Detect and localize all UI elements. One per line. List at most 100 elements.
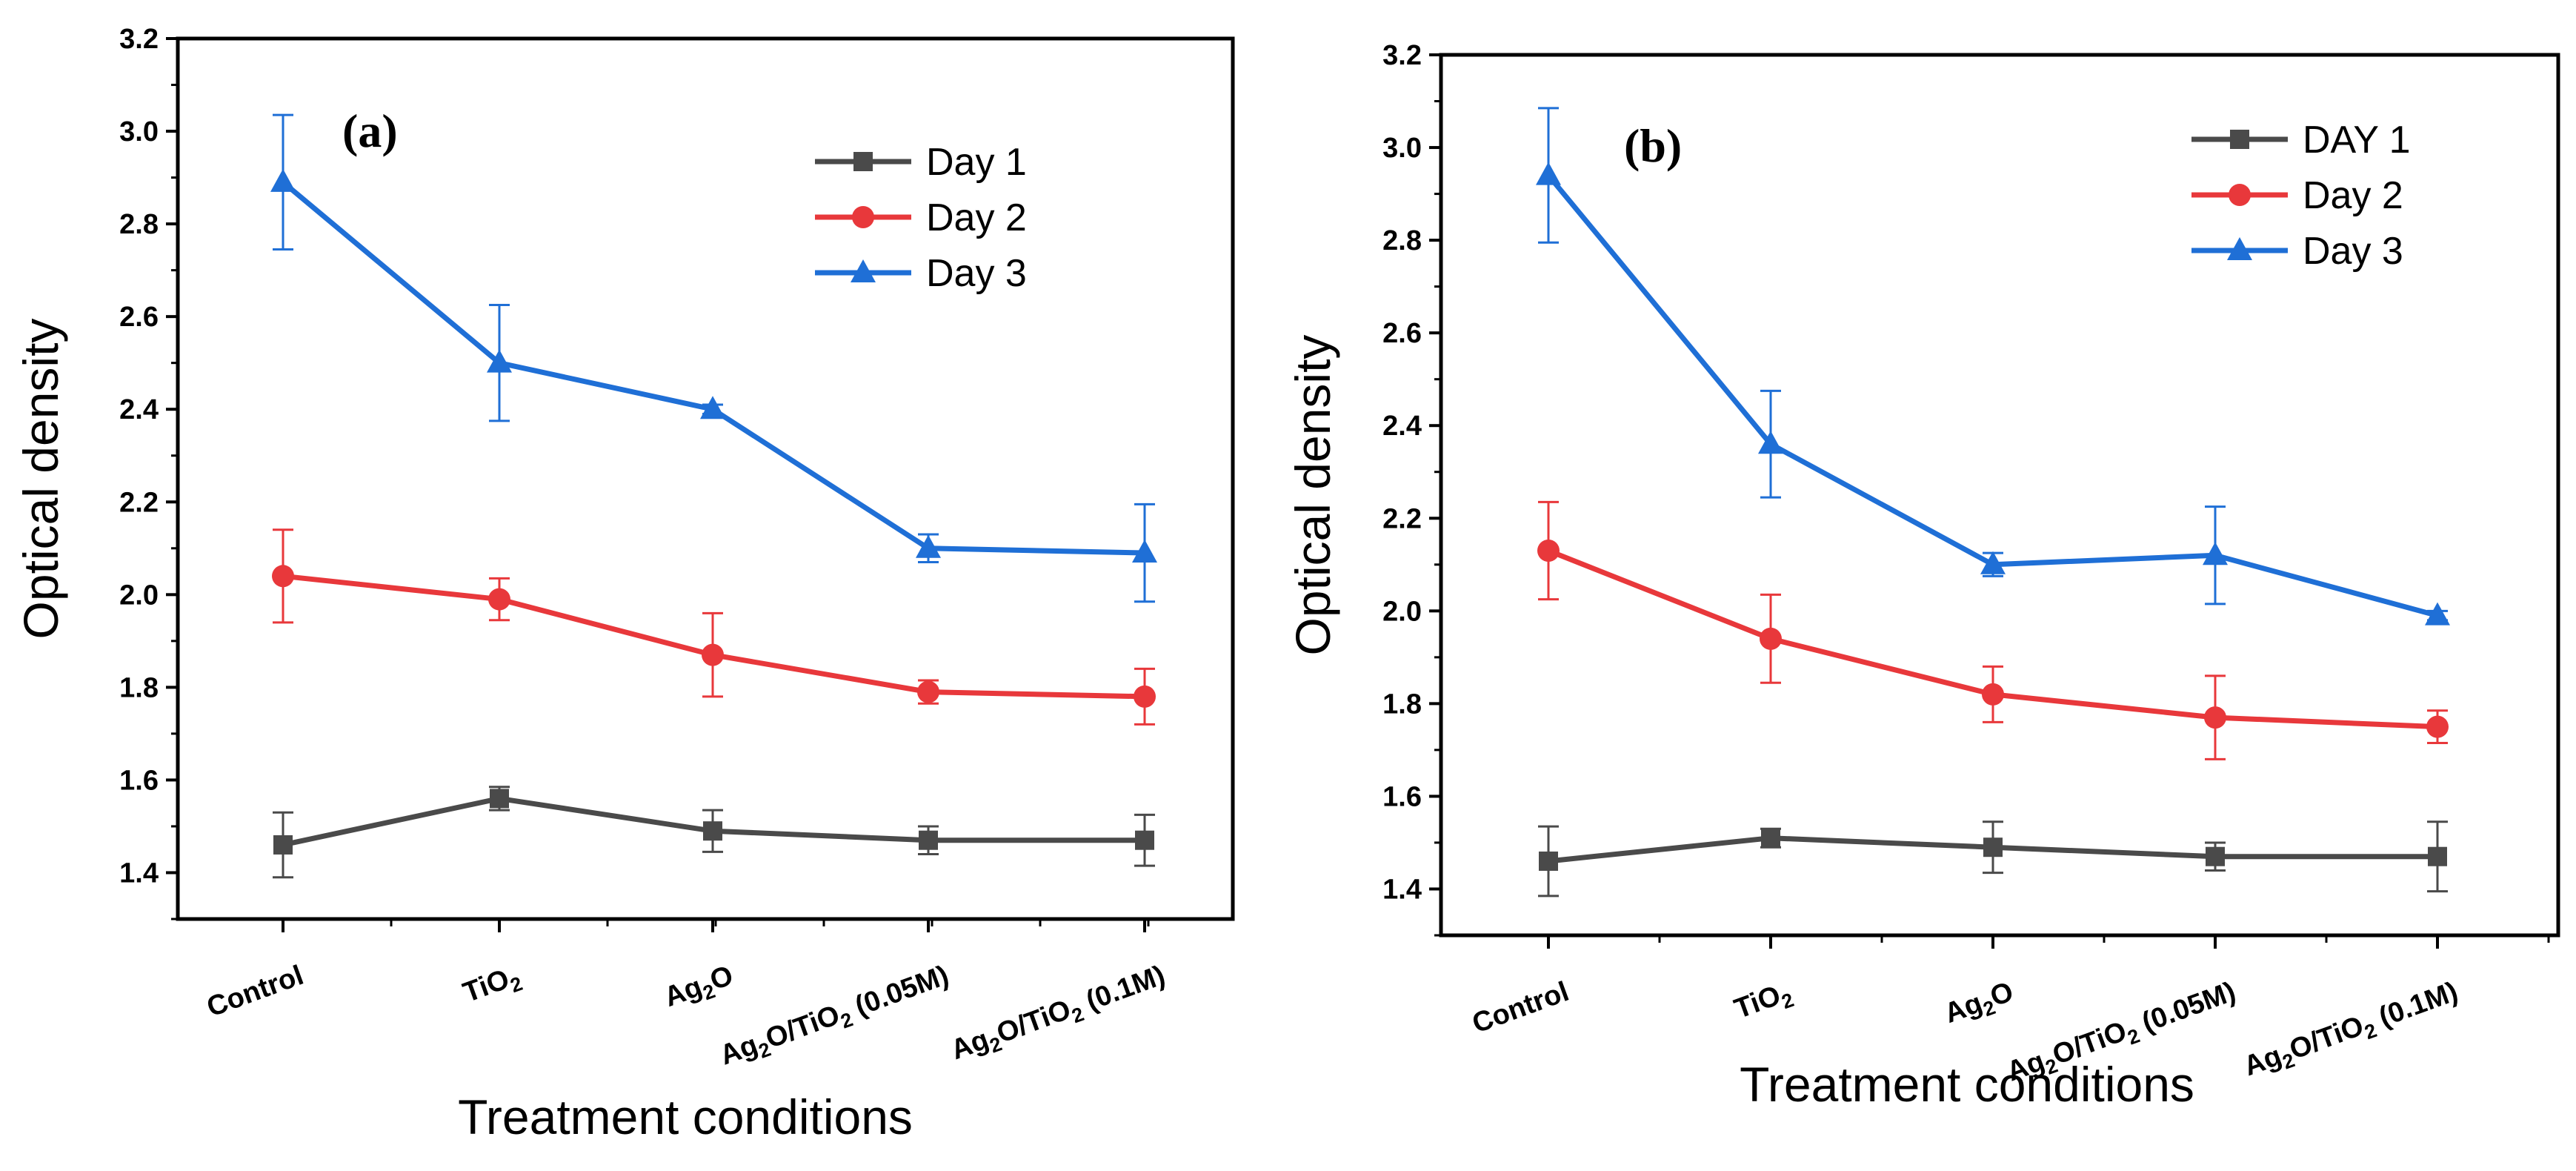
data-point xyxy=(1758,431,1783,454)
series-day-1 xyxy=(273,786,1155,879)
y-tick-label: 3.2 xyxy=(119,24,159,55)
x-tick-label: TiO2 xyxy=(1731,976,1797,1029)
chart-panel-b: 1.4 1.6 1.8 2.0 2.2 2.4 2.6 2.8 3.0 3.2 Control TiO… xyxy=(1285,40,2560,1112)
panel-label: (a) xyxy=(342,105,398,157)
x-tick-label: Ag2O/TiO2 (0.05M) xyxy=(716,960,954,1075)
panel-label: (b) xyxy=(1624,119,1682,172)
x-tick-label-part: O/TiO xyxy=(762,1000,844,1055)
x-axis-title: Treatment conditions xyxy=(458,1089,913,1144)
data-point xyxy=(1980,551,2006,574)
plot-frame xyxy=(1439,53,2560,938)
legend-label: DAY 1 xyxy=(2303,119,2411,162)
y-tick-label: 2.8 xyxy=(119,209,159,240)
legend-entry: Day 3 xyxy=(2191,230,2403,273)
legend-marker xyxy=(2227,237,2252,260)
x-tick-label-part: (0.1M) xyxy=(1075,960,1169,1020)
y-axis: 1.4 1.6 1.8 2.0 2.2 2.4 2.6 2.8 3.0 3.2 xyxy=(119,24,178,920)
x-tick-label-part: TiO xyxy=(1731,980,1785,1025)
data-point xyxy=(1537,540,1560,563)
x-tick-label: Ag2O/TiO2 (0.1M) xyxy=(2240,976,2463,1087)
x-tick-label-part: (0.05M) xyxy=(844,960,953,1025)
x-axis-title: Treatment conditions xyxy=(1740,1057,2194,1112)
y-tick-label: 1.4 xyxy=(119,857,159,889)
y-tick-label: 1.6 xyxy=(1382,781,1422,812)
y-tick-label: 2.2 xyxy=(1382,503,1422,534)
data-point xyxy=(916,534,941,558)
legend-marker xyxy=(853,152,873,171)
x-tick-label: Control xyxy=(1468,976,1573,1040)
data-point xyxy=(702,643,724,666)
y-tick-label: 2.0 xyxy=(119,580,159,611)
x-tick-label: Ag2O xyxy=(660,960,739,1018)
series-day-2 xyxy=(272,528,1156,726)
data-point xyxy=(490,789,509,809)
data-point xyxy=(1982,683,2004,706)
x-tick-label-part: Ag xyxy=(2240,1041,2286,1083)
data-point xyxy=(919,830,938,850)
data-point xyxy=(488,588,510,611)
series-day-1 xyxy=(1538,820,2448,898)
data-point xyxy=(917,680,939,703)
x-tick-label: Ag2O xyxy=(1940,976,2019,1034)
plot-frame xyxy=(176,36,1235,921)
x-tick-label-part: TiO xyxy=(459,963,513,1009)
y-axis-title: Optical density xyxy=(1285,335,1340,656)
x-tick-label-part: Ag xyxy=(660,971,706,1013)
y-tick-label: 2.6 xyxy=(1382,318,1422,349)
data-point xyxy=(1135,830,1154,850)
legend-label: Day 2 xyxy=(2303,174,2403,217)
y-tick-label: 1.4 xyxy=(1382,874,1422,905)
y-tick-label: 2.0 xyxy=(1382,596,1422,627)
y-tick-label: 2.8 xyxy=(1382,225,1422,256)
data-point xyxy=(487,349,512,373)
data-point xyxy=(703,821,722,841)
series-day-3 xyxy=(1536,107,2450,626)
data-point xyxy=(2204,706,2226,729)
x-tick-label: Ag2O/TiO2 (0.1M) xyxy=(947,960,1171,1070)
data-point xyxy=(2426,715,2449,738)
legend-label: Day 2 xyxy=(926,196,1027,239)
y-axis: 1.4 1.6 1.8 2.0 2.2 2.4 2.6 2.8 3.0 3.2 xyxy=(1382,40,1441,937)
x-tick-label-part: Control xyxy=(1468,976,1573,1040)
x-tick-label: TiO2 xyxy=(459,960,525,1013)
y-tick-label: 3.0 xyxy=(119,116,159,147)
x-tick-label-part: Ag xyxy=(1940,987,1986,1029)
legend-marker xyxy=(2230,130,2249,149)
data-point xyxy=(1132,540,1157,563)
legend-label: Day 1 xyxy=(926,141,1027,184)
legend-label: Day 3 xyxy=(926,252,1027,295)
x-tick-label-part: Control xyxy=(203,960,307,1024)
data-point xyxy=(2425,602,2450,626)
legend-entry: Day 2 xyxy=(2191,174,2403,217)
y-tick-label: 2.6 xyxy=(119,302,159,333)
data-point xyxy=(700,396,725,419)
data-point xyxy=(272,565,294,588)
x-tick-label-part: Ag xyxy=(716,1029,762,1072)
y-tick-label: 3.2 xyxy=(1382,40,1422,71)
x-tick-label-part: (0.1M) xyxy=(2368,976,2462,1036)
y-tick-label: 3.0 xyxy=(1382,133,1422,164)
y-tick-label: 1.8 xyxy=(119,672,159,703)
data-point xyxy=(1983,837,2003,857)
data-point xyxy=(1760,627,1782,650)
data-point xyxy=(1539,851,1558,871)
data-point xyxy=(273,835,293,855)
data-point xyxy=(1761,828,1780,848)
y-tick-label: 2.2 xyxy=(119,487,159,518)
legend-label: Day 3 xyxy=(2303,230,2403,273)
data-point xyxy=(1536,162,1561,185)
y-tick-label: 1.8 xyxy=(1382,689,1422,720)
series-day-3 xyxy=(270,113,1157,603)
data-point xyxy=(1134,685,1156,708)
data-point xyxy=(270,168,296,192)
data-point xyxy=(2203,542,2228,565)
y-tick-label: 2.4 xyxy=(1382,411,1422,442)
data-point xyxy=(2206,846,2225,866)
x-tick-label-part: O/TiO xyxy=(2286,1010,2368,1066)
legend-entry: Day 1 xyxy=(815,141,1027,184)
y-tick-label: 1.6 xyxy=(119,765,159,796)
y-axis-title: Optical density xyxy=(13,319,68,640)
